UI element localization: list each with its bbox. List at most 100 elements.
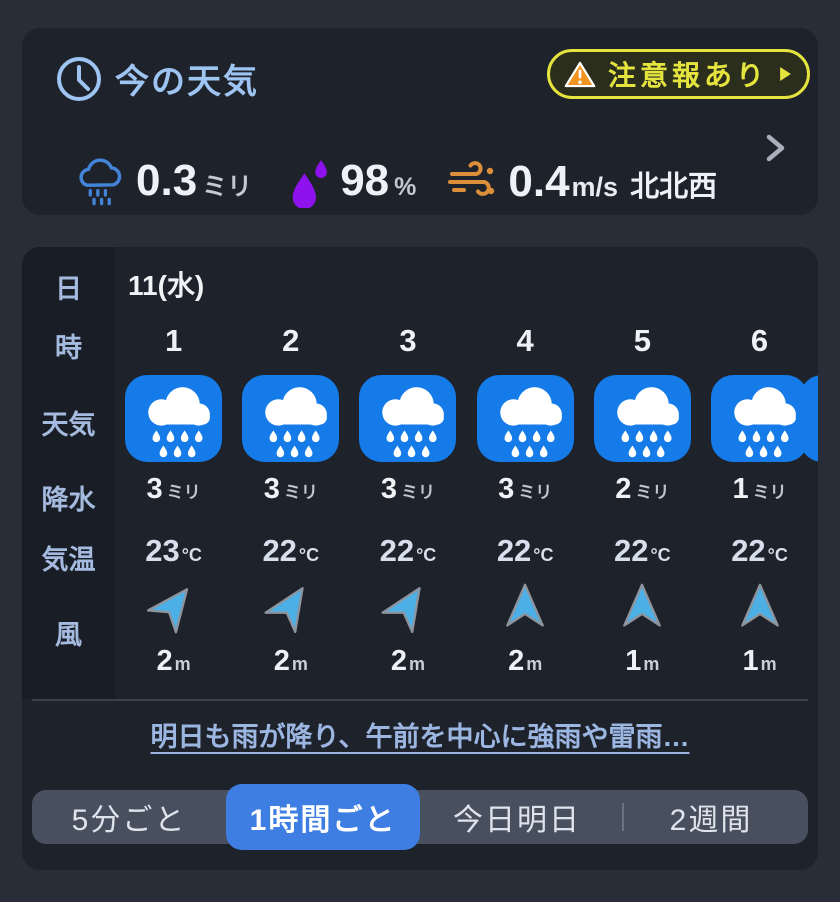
current-weather-header: 今の天気	[55, 54, 259, 103]
temp-value: 22	[262, 533, 297, 568]
weather-alert-badge[interactable]: 注意報あり	[546, 49, 810, 99]
hour-value: 3	[399, 323, 417, 358]
current-weather-title: 今の天気	[115, 63, 259, 101]
rainy-weather-icon	[359, 375, 456, 462]
precip-row: 3 ミリ 3 ミリ 3 ミリ 3 ミリ 2 ミリ 1 ミリ	[115, 473, 818, 506]
tab-today-tomorrow[interactable]: 今日明日	[453, 804, 581, 837]
wind-speed-value: 2	[156, 645, 173, 677]
hour-value: 4	[516, 323, 534, 358]
wind-direction-arrow-icon	[738, 583, 782, 629]
row-label-wind: 風	[55, 620, 82, 650]
current-wind-unit: m/s	[571, 172, 619, 202]
current-wind-direction: 北北西	[630, 171, 718, 203]
clock-icon	[57, 56, 101, 101]
section-divider	[32, 699, 808, 701]
humidity-drops-icon	[292, 159, 328, 208]
current-humidity: 98 %	[288, 156, 416, 208]
precip-value: 3	[263, 473, 280, 505]
temp-unit: °C	[416, 545, 437, 565]
current-precip: 0.3 ミリ	[74, 156, 252, 208]
temp-unit: °C	[650, 545, 671, 565]
wind-speed-unit: m	[760, 654, 777, 674]
current-wind: 0.4 m/s 北北西	[446, 157, 717, 207]
forecast-date: 11(水)	[128, 270, 205, 301]
temp-value: 22	[379, 533, 415, 568]
wind-speed-unit: m	[291, 654, 308, 674]
tab-divider	[622, 803, 624, 831]
summary-row: 明日も雨が降り、午前を中心に強雨や雷雨…	[22, 715, 818, 754]
temp-unit: °C	[533, 545, 554, 565]
current-metrics: 0.3 ミリ 98 %	[74, 156, 717, 208]
rainy-weather-icon-partial	[800, 375, 818, 462]
precip-value: 2	[615, 473, 632, 505]
current-humidity-value: 98	[340, 156, 390, 205]
temp-value: 22	[614, 533, 649, 568]
temp-value: 22	[731, 533, 766, 568]
rainy-weather-icon	[242, 375, 339, 462]
wind-speed-unit: m	[526, 654, 543, 674]
tab-hourly[interactable]: 1時間ごと	[226, 784, 420, 850]
temp-row: 23 °C 22 °C 22 °C 22 °C 22 °C 22 °C	[115, 533, 818, 569]
hour-value: 2	[282, 323, 300, 358]
forecast-summary-link[interactable]: 明日も雨が降り、午前を中心に強雨や雷雨…	[150, 722, 690, 752]
hour-value: 6	[750, 323, 769, 358]
row-label-precip: 降水	[41, 485, 96, 515]
wind-speed-value: 1	[742, 645, 759, 677]
precip-unit: ミリ	[635, 483, 670, 502]
tab-2weeks[interactable]: 2週間	[669, 804, 753, 837]
wind-direction-arrow-icon	[503, 583, 547, 629]
wind-direction-arrow-icon	[377, 575, 439, 638]
warning-triangle-icon	[564, 61, 596, 87]
precip-unit: ミリ	[518, 483, 553, 502]
precip-value: 3	[146, 473, 163, 505]
hour-value: 5	[633, 323, 651, 358]
hourly-forecast-card: 日 時 天気 降水 気温 風 11(水) 1 2 3 4 5 6 3 ミリ	[22, 247, 818, 870]
chevron-right-icon[interactable]	[756, 130, 792, 166]
temp-value: 22	[496, 533, 532, 568]
rain-cloud-icon	[79, 158, 122, 206]
current-precip-value: 0.3	[136, 156, 198, 205]
wind-direction-arrow-icon	[620, 583, 664, 629]
current-precip-unit: ミリ	[202, 173, 253, 201]
forecast-row-labels: 日 時 天気 降水 気温 風	[22, 247, 115, 699]
precip-unit: ミリ	[401, 483, 436, 502]
wind-speed-unit: m	[409, 654, 426, 674]
wind-gust-icon	[448, 161, 495, 196]
wind-arrow-row	[115, 583, 818, 629]
play-arrow-icon	[780, 67, 791, 81]
temp-unit: °C	[298, 545, 320, 565]
rainy-weather-icon	[477, 375, 574, 462]
precip-unit: ミリ	[752, 483, 787, 502]
temp-unit: °C	[767, 545, 788, 565]
temp-value: 23	[145, 533, 180, 568]
row-label-hour: 時	[55, 333, 82, 363]
precip-value: 3	[498, 473, 515, 505]
tab-5min[interactable]: 5分ごと	[71, 804, 187, 837]
current-wind-value: 0.4	[508, 157, 570, 206]
wind-speed-value: 1	[625, 645, 642, 677]
precip-value: 1	[732, 473, 749, 505]
wind-speed-value: 2	[508, 645, 525, 677]
wind-speed-value: 2	[390, 645, 408, 677]
hour-row: 1 2 3 4 5 6	[115, 323, 818, 359]
current-weather-card[interactable]: 今の天気 注意報あり	[22, 28, 818, 215]
weather-row	[115, 375, 818, 462]
row-label-weather: 天気	[41, 410, 96, 440]
wind-direction-arrow-icon	[142, 574, 205, 637]
precip-unit: ミリ	[166, 483, 201, 502]
wind-speed-unit: m	[174, 654, 191, 674]
row-label-day: 日	[55, 274, 82, 304]
hour-value: 1	[164, 323, 183, 358]
forecast-range-tabs: 5分ごと 1時間ごと 今日明日 2週間	[32, 784, 808, 850]
precip-value: 3	[380, 473, 398, 505]
rainy-weather-icon	[711, 375, 808, 462]
temp-unit: °C	[181, 545, 202, 565]
wind-direction-arrow-icon	[260, 575, 322, 638]
wind-speed-value: 2	[273, 645, 290, 677]
wind-speed-unit: m	[643, 654, 660, 674]
alert-badge-label: 注意報あり	[607, 60, 768, 91]
precip-unit: ミリ	[283, 483, 318, 502]
rainy-weather-icon	[125, 375, 222, 462]
